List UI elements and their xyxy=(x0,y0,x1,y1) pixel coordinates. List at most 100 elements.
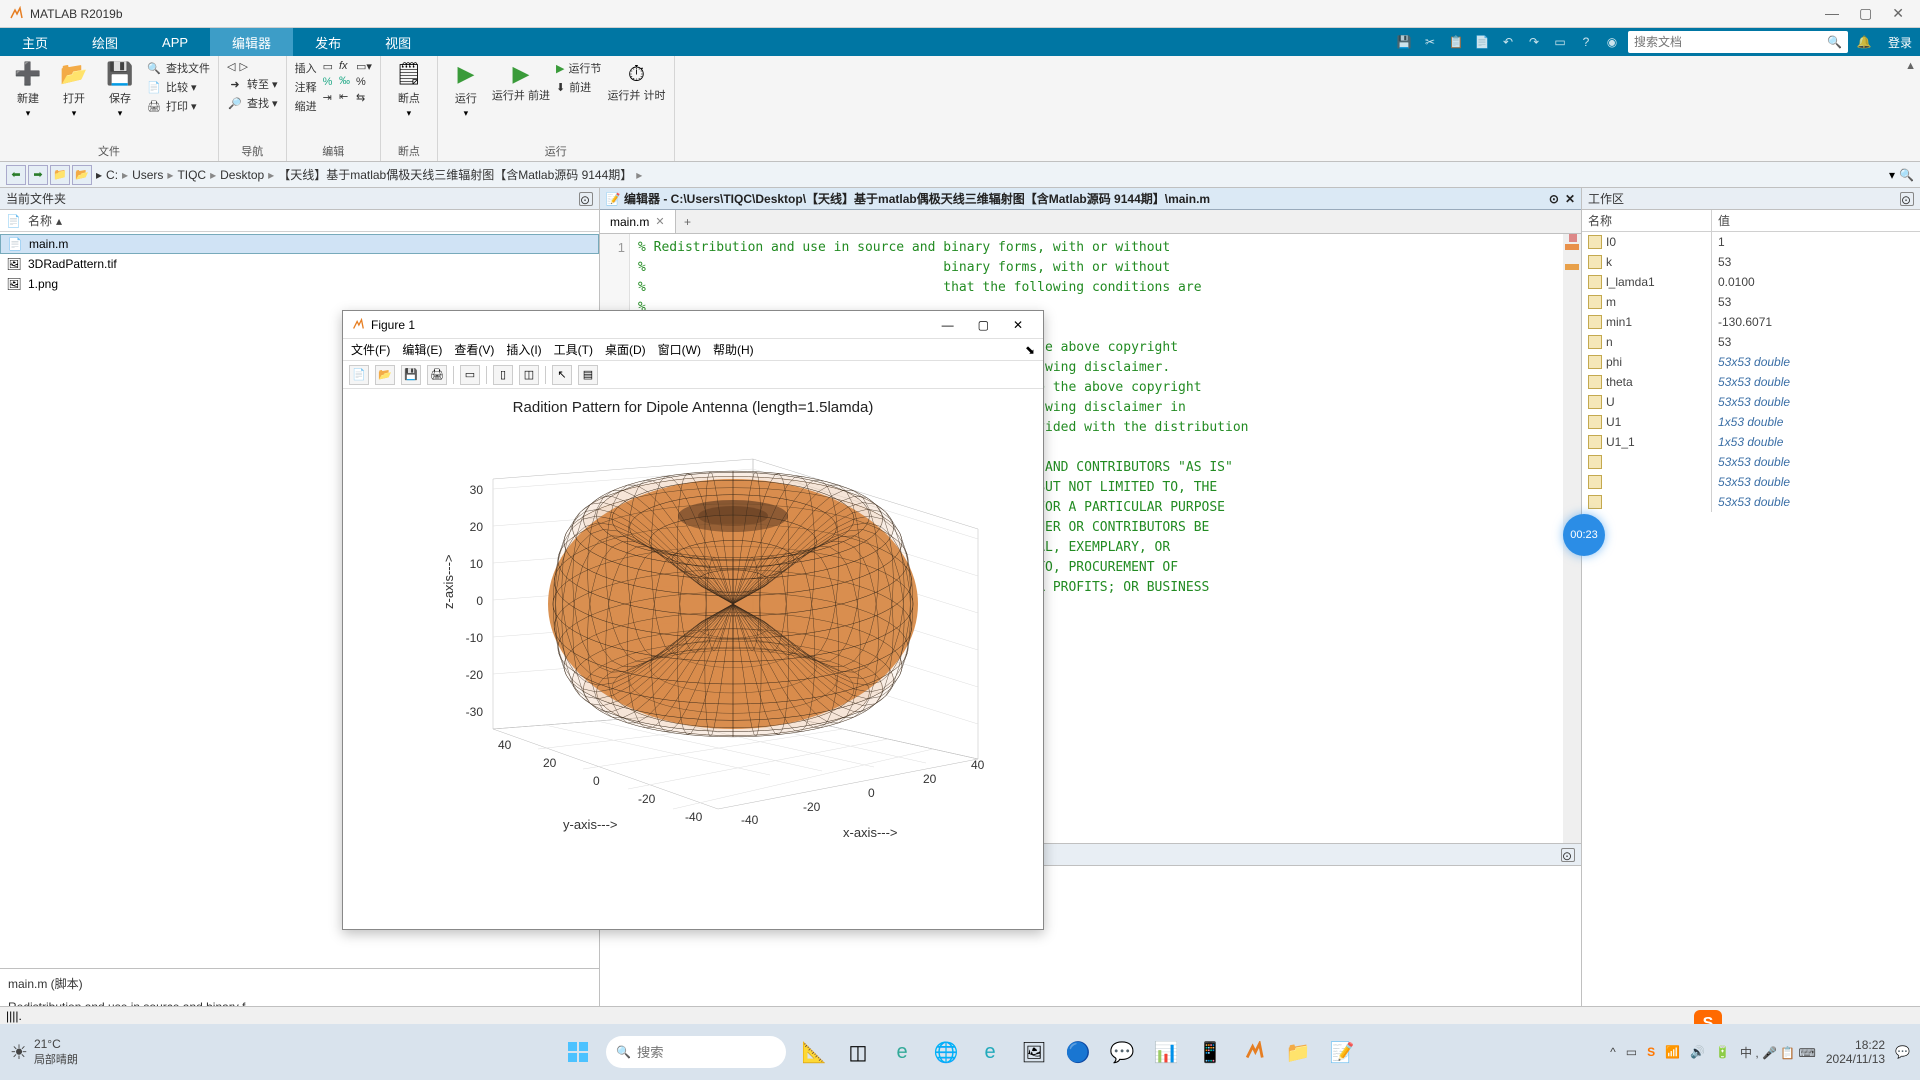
file-item[interactable]: 🖼3DRadPattern.tif xyxy=(0,254,599,274)
taskbar-search[interactable]: 🔍 xyxy=(606,1036,786,1068)
dock-icon[interactable]: ⊙ xyxy=(1549,192,1559,206)
paste-icon[interactable]: 📄 xyxy=(1472,32,1492,52)
chrome-icon[interactable]: 🔵 xyxy=(1062,1036,1094,1068)
copy-icon[interactable]: 📋 xyxy=(1446,32,1466,52)
layout-icon[interactable]: ▭ xyxy=(1550,32,1570,52)
comment-button[interactable]: % xyxy=(323,76,333,88)
toolstrip-collapse[interactable]: ▲ xyxy=(1905,60,1916,72)
fig-new-button[interactable]: 📄 xyxy=(349,365,369,385)
notification-icon[interactable]: 🔔 xyxy=(1854,32,1874,52)
main-tab-0[interactable]: 主页 xyxy=(0,28,70,56)
fig-minimize-icon[interactable]: — xyxy=(942,318,954,332)
fig-print-button[interactable]: 🖨 xyxy=(427,365,447,385)
minimize-icon[interactable]: — xyxy=(1825,5,1839,22)
main-tab-4[interactable]: 发布 xyxy=(293,28,363,56)
save-button[interactable]: 💾保存▾ xyxy=(100,60,140,119)
ws-menu-icon[interactable]: ⊙ xyxy=(1900,192,1914,206)
start-button[interactable] xyxy=(562,1036,594,1068)
task-app-1[interactable]: 📐 xyxy=(798,1036,830,1068)
run-button[interactable]: ▶运行▾ xyxy=(446,60,486,119)
matlab-task-icon[interactable] xyxy=(1238,1036,1270,1068)
figure-menu[interactable]: 查看(V) xyxy=(454,341,494,358)
fig-datacursor-button[interactable]: ▭ xyxy=(460,365,480,385)
figure-window[interactable]: Figure 1 — ▢ ✕ 文件(F) 编辑(E) 查看(V) 插入(I) 工具(T)… xyxy=(342,310,1044,930)
file-item[interactable]: 🖼1.png xyxy=(0,274,599,294)
redo-icon[interactable]: ↷ xyxy=(1524,32,1544,52)
fig-save-button[interactable]: 💾 xyxy=(401,365,421,385)
system-tray[interactable]: ^ ▭ S 📶 🔊 🔋 中 , 🎤 📋 ⌨ 18:222024/11/13 💬 xyxy=(1610,1038,1910,1067)
editor-tab[interactable]: main.m✕ xyxy=(600,210,676,233)
file-item[interactable]: 📄main.m xyxy=(0,234,599,254)
figure-menu[interactable]: 插入(I) xyxy=(506,341,541,358)
nav-arrows[interactable]: ◁▷ xyxy=(227,60,278,73)
figure-titlebar[interactable]: Figure 1 — ▢ ✕ xyxy=(343,311,1043,339)
figure-menu[interactable]: 文件(F) xyxy=(351,341,390,358)
main-tab-3[interactable]: 编辑器 xyxy=(210,28,293,56)
tab-close-icon[interactable]: ✕ xyxy=(655,215,664,228)
fig-close-icon[interactable]: ✕ xyxy=(1013,318,1023,332)
fig-pointer-button[interactable]: ↖ xyxy=(552,365,572,385)
explorer-icon[interactable]: 📁 xyxy=(1282,1036,1314,1068)
insert-more-button[interactable]: ▭▾ xyxy=(356,60,372,73)
weather-widget[interactable]: ☀ 21°C局部晴朗 xyxy=(10,1037,78,1067)
fig-insert-button[interactable]: ▤ xyxy=(578,365,598,385)
workspace-var[interactable]: 53x53 double xyxy=(1582,492,1920,512)
run-time-button[interactable]: ⏱运行并 计时 xyxy=(607,60,665,102)
close-editor-icon[interactable]: ✕ xyxy=(1565,192,1575,206)
doc-search-input[interactable] xyxy=(1634,35,1827,49)
find-button[interactable]: 🔎查找 ▾ xyxy=(227,95,278,111)
main-tab-2[interactable]: APP xyxy=(140,28,210,56)
tray-chevron-icon[interactable]: ^ xyxy=(1610,1045,1616,1059)
run-section-button[interactable]: ▶运行节 xyxy=(556,60,601,76)
undo-icon[interactable]: ↶ xyxy=(1498,32,1518,52)
fig-rotate-button[interactable]: ▯ xyxy=(493,365,513,385)
figure-menu[interactable]: 工具(T) xyxy=(554,341,593,358)
timer-badge[interactable]: 00:23 xyxy=(1563,514,1605,556)
workspace-var[interactable]: theta53x53 double xyxy=(1582,372,1920,392)
browse-button[interactable]: 📂 xyxy=(72,165,92,185)
figure-menu[interactable]: 窗口(W) xyxy=(658,341,701,358)
workspace-var[interactable]: I01 xyxy=(1582,232,1920,252)
indent-out-button[interactable]: ⇤ xyxy=(339,90,350,103)
add-tab-button[interactable]: + xyxy=(676,210,700,233)
workspace-var[interactable]: k53 xyxy=(1582,252,1920,272)
breakpoints-button[interactable]: 🗒断点▾ xyxy=(389,60,429,119)
workspace-var[interactable]: min1-130.6071 xyxy=(1582,312,1920,332)
edge-legacy-icon[interactable]: e xyxy=(886,1036,918,1068)
file-col-header[interactable]: 📄名称▴ xyxy=(0,210,599,232)
close-icon[interactable]: ✕ xyxy=(1892,5,1904,22)
workspace-var[interactable]: l_lamda10.0100 xyxy=(1582,272,1920,292)
workspace-var[interactable]: U53x53 double xyxy=(1582,392,1920,412)
run-advance-button[interactable]: ▶运行并 前进 xyxy=(492,60,550,102)
doc-search[interactable]: 🔍 xyxy=(1628,31,1848,53)
print-button[interactable]: 🖨打印 ▾ xyxy=(146,98,210,114)
workspace-var[interactable]: m53 xyxy=(1582,292,1920,312)
photos-icon[interactable]: 🖼 xyxy=(1018,1036,1050,1068)
breadcrumb[interactable]: ▸ C: ▸ Users ▸ TIQC ▸ Desktop ▸ 【天线】基于ma… xyxy=(96,166,642,183)
browser-360-icon[interactable]: e xyxy=(974,1036,1006,1068)
workspace-var[interactable]: U11x53 double xyxy=(1582,412,1920,432)
tray-app-icon[interactable]: ▭ xyxy=(1626,1045,1637,1059)
uncomment-button[interactable]: ‰ xyxy=(339,75,350,87)
advance-button[interactable]: ⬇前进 xyxy=(556,79,601,95)
clock[interactable]: 18:222024/11/13 xyxy=(1826,1038,1885,1067)
new-button[interactable]: ➕新建▾ xyxy=(8,60,48,119)
figure-menu[interactable]: 编辑(E) xyxy=(402,341,442,358)
goto-button[interactable]: ➜转至 ▾ xyxy=(227,76,278,92)
path-dropdown-icon[interactable]: ▾ xyxy=(1889,168,1895,182)
indent-in-button[interactable]: ⇥ xyxy=(323,91,333,104)
workspace-var[interactable]: n53 xyxy=(1582,332,1920,352)
help-icon[interactable]: ? xyxy=(1576,32,1596,52)
open-button[interactable]: 📂打开▾ xyxy=(54,60,94,119)
workspace-var[interactable]: phi53x53 double xyxy=(1582,352,1920,372)
insert-section-button[interactable]: ▭ xyxy=(323,60,333,73)
maximize-icon[interactable]: ▢ xyxy=(1859,5,1872,22)
smart-indent-button[interactable]: ⇆ xyxy=(356,91,372,104)
wechat-icon[interactable]: 💬 xyxy=(1106,1036,1138,1068)
cw-menu-icon[interactable]: ⊙ xyxy=(1561,848,1575,862)
search-path-icon[interactable]: 🔍 xyxy=(1899,168,1914,182)
login-link[interactable]: 登录 xyxy=(1888,34,1912,51)
workspace-var[interactable]: 53x53 double xyxy=(1582,452,1920,472)
fig-maximize-icon[interactable]: ▢ xyxy=(978,318,989,332)
figure-menu[interactable]: 桌面(D) xyxy=(605,341,646,358)
